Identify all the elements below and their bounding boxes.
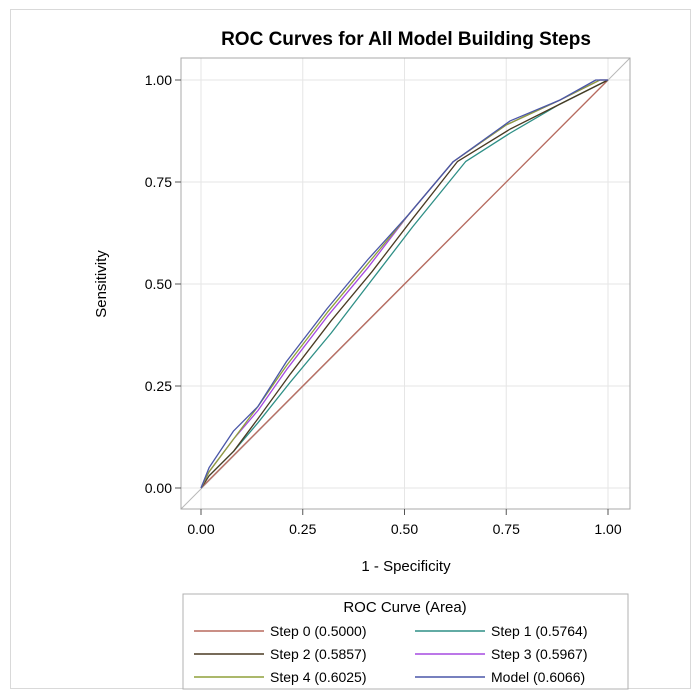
series-layer: [180, 57, 631, 510]
legend: ROC Curve (Area) Step 0 (0.5000) Step 1 (…: [182, 593, 629, 690]
legend-box: [182, 593, 629, 690]
legend-label-step-2: Step 2 (0.5857): [270, 646, 367, 662]
y-tick-label: 0.25: [145, 378, 172, 394]
x-axis-ticks: 0.00 0.25 0.50 0.75 1.00: [187, 509, 622, 537]
legend-label-step-4: Step 4 (0.6025): [270, 669, 367, 685]
x-axis-label: 1 - Specificity: [361, 558, 451, 575]
grid: [181, 58, 630, 509]
x-tick-label: 1.00: [594, 521, 621, 537]
y-axis-ticks: 0.00 0.25 0.50 0.75 1.00: [145, 72, 181, 496]
y-tick-label: 0.00: [145, 480, 172, 496]
y-axis-label: Sensitivity: [93, 250, 110, 318]
x-tick-label: 0.50: [391, 521, 418, 537]
x-tick-label: 0.00: [187, 521, 214, 537]
legend-label-model: Model (0.6066): [491, 669, 585, 685]
x-tick-label: 0.25: [289, 521, 316, 537]
series-line-step-0: [200, 79, 609, 489]
legend-label-step-0: Step 0 (0.5000): [270, 623, 367, 639]
legend-label-step-3: Step 3 (0.5967): [491, 646, 588, 662]
chart-title: ROC Curves for All Model Building Steps: [221, 29, 591, 50]
y-tick-label: 1.00: [145, 72, 172, 88]
legend-title: ROC Curve (Area): [343, 599, 466, 616]
y-tick-label: 0.50: [145, 276, 172, 292]
chart-frame: [10, 9, 691, 689]
legend-items: Step 0 (0.5000) Step 1 (0.5764) Step 2 (0.…: [194, 623, 588, 685]
y-tick-label: 0.75: [145, 174, 172, 190]
series-line-model: [200, 79, 608, 489]
legend-label-step-1: Step 1 (0.5764): [491, 623, 588, 639]
x-tick-label: 0.75: [493, 521, 520, 537]
series-line-step-2: [200, 79, 609, 489]
